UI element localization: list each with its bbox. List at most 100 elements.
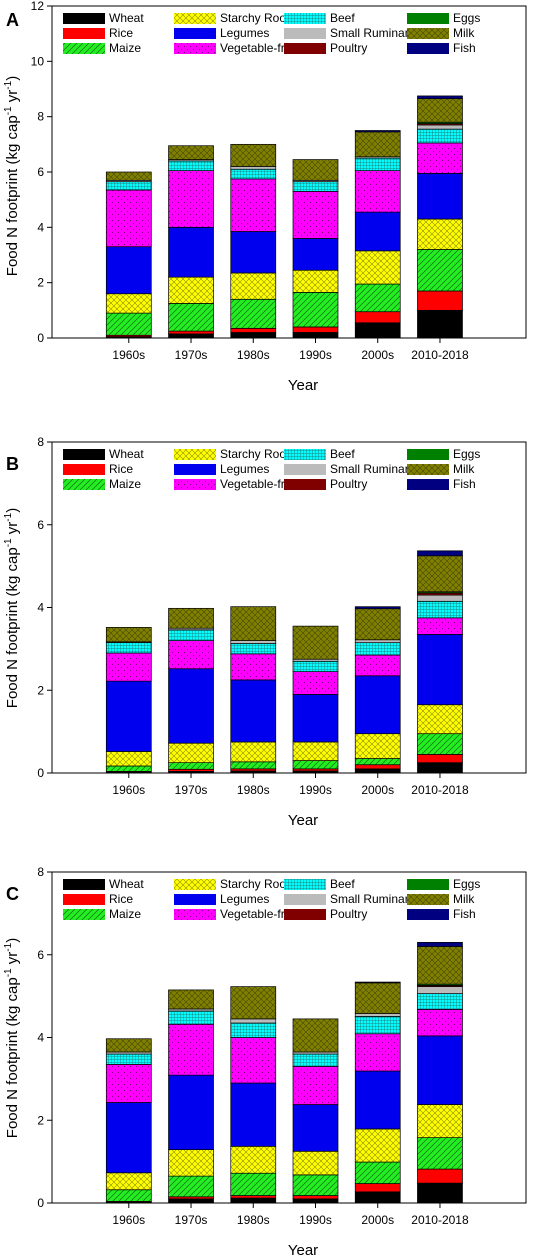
legend-swatch-maize	[63, 909, 105, 920]
bar-segment-legumes	[292, 694, 339, 743]
y-tick-label: 8	[37, 435, 44, 449]
plot-frame	[51, 5, 527, 339]
bar-segment-starchy-roots	[417, 704, 463, 735]
y-axis-title: Food N footprint (kg cap-1 yr-1)	[3, 76, 21, 276]
bar-segment-legumes	[417, 634, 463, 706]
legend-label-poultry: Poultry	[330, 907, 367, 921]
x-tick-label: 1980s	[237, 1213, 270, 1227]
bar-segment-starchy-roots	[105, 1172, 152, 1191]
legend-label-small-ruminants: Small Ruminants	[330, 462, 421, 476]
bar-segment-wheat	[354, 768, 401, 774]
legend-label-eggs: Eggs	[453, 11, 480, 25]
legend-label-poultry: Poultry	[330, 477, 367, 491]
bar-segment-beef	[105, 642, 152, 654]
bar-segment-legumes	[230, 231, 277, 274]
legend-swatch-milk	[407, 28, 449, 39]
bar-segment-starchy-roots	[417, 1104, 463, 1138]
bar-segment-milk	[230, 986, 277, 1020]
bar-segment-maize	[354, 1161, 401, 1184]
bar-segment-beef	[230, 643, 277, 655]
bar-segment-starchy-roots	[354, 733, 401, 759]
bar-segment-vegetable-fruit	[354, 1033, 401, 1072]
bar-segment-wheat	[168, 333, 214, 339]
bar-segment-milk	[417, 98, 463, 123]
bar-segment-legumes	[168, 668, 214, 744]
bar-segment-legumes	[105, 1102, 152, 1174]
legend-label-legumes: Legumes	[220, 892, 269, 906]
bar-segment-vegetable-fruit	[292, 191, 339, 239]
bar-segment-maize	[230, 1172, 277, 1196]
bar-segment-rice	[417, 754, 463, 764]
bar-segment-beef	[230, 168, 277, 180]
bar-segment-vegetable-fruit	[292, 671, 339, 695]
bar-segment-maize	[168, 303, 214, 332]
bar-segment-starchy-roots	[105, 751, 152, 767]
bar-segment-vegetable-fruit	[417, 142, 463, 174]
bar-segment-rice	[417, 1168, 463, 1184]
x-tick-label: 2000s	[361, 783, 394, 797]
plot-frame	[51, 871, 527, 1204]
legend-swatch-eggs	[407, 449, 449, 460]
legend-swatch-rice	[63, 894, 105, 905]
bar-segment-fish	[417, 941, 463, 947]
legend-label-fish: Fish	[453, 41, 476, 55]
bar-segment-wheat	[417, 762, 463, 774]
bar-segment-starchy-roots	[230, 272, 277, 300]
bar-segment-beef	[417, 600, 463, 619]
bar-segment-vegetable-fruit	[230, 1037, 277, 1084]
bar-segment-maize	[417, 249, 463, 292]
y-tick-label: 2	[37, 1113, 44, 1127]
y-tick-label: 0	[37, 1196, 44, 1210]
y-axis-title: Food N footprint (kg cap-1 yr-1)	[3, 508, 21, 708]
bar-segment-beef	[354, 157, 401, 171]
bar-segment-starchy-roots	[105, 293, 152, 314]
legend-swatch-wheat	[63, 449, 105, 460]
bar-segment-legumes	[230, 1082, 277, 1147]
bar-segment-small-ruminants	[417, 124, 463, 130]
bar-segment-milk	[105, 627, 152, 643]
bar-segment-starchy-roots	[168, 1149, 214, 1177]
legend-swatch-poultry	[284, 479, 326, 490]
legend-swatch-vegetable-fruit	[174, 909, 216, 920]
legend-label-starchy-roots: Starchy Roots	[220, 11, 295, 25]
bar-segment-maize	[230, 298, 277, 329]
bar-segment-starchy-roots	[292, 741, 339, 761]
bar-segment-small-ruminants	[417, 986, 463, 994]
legend-swatch-starchy-roots	[174, 449, 216, 460]
legend-swatch-beef	[284, 13, 326, 24]
legend-label-vegetable-fruit: Vegetable-fruit	[220, 907, 298, 921]
bar-segment-rice	[354, 311, 401, 324]
legend-swatch-starchy-roots	[174, 13, 216, 24]
bar-segment-beef	[292, 660, 339, 672]
bar-segment-beef	[230, 1022, 277, 1038]
bar-segment-vegetable-fruit	[230, 178, 277, 232]
bar-segment-maize	[230, 761, 277, 770]
legend-swatch-eggs	[407, 13, 449, 24]
bar-segment-beef	[292, 181, 339, 192]
bar-segment-maize	[105, 765, 152, 772]
bar-segment-small-ruminants	[354, 639, 401, 644]
bar-segment-maize	[354, 283, 401, 313]
x-tick-label: 1970s	[175, 1213, 208, 1227]
bar-segment-legumes	[105, 246, 152, 295]
bar-segment-beef	[105, 181, 152, 191]
y-tick-label: 4	[37, 220, 44, 234]
legend-label-wheat: Wheat	[109, 877, 144, 891]
legend-swatch-fish	[407, 43, 449, 54]
y-tick-label: 6	[37, 165, 44, 179]
bar-segment-fish	[354, 981, 401, 984]
legend-label-milk: Milk	[453, 462, 475, 476]
legend-swatch-vegetable-fruit	[174, 479, 216, 490]
legend-swatch-small-ruminants	[284, 894, 326, 905]
bar-segment-legumes	[292, 1104, 339, 1152]
legend-swatch-poultry	[284, 43, 326, 54]
legend-swatch-vegetable-fruit	[174, 43, 216, 54]
bar-segment-milk	[417, 946, 463, 985]
legend-swatch-starchy-roots	[174, 879, 216, 890]
chart-panel-b: B 1960s 1970s 1980s 1990s 2000s 2010-2018 0 2 4 6 8…	[3, 435, 527, 829]
bar-segment-milk	[292, 1018, 339, 1053]
